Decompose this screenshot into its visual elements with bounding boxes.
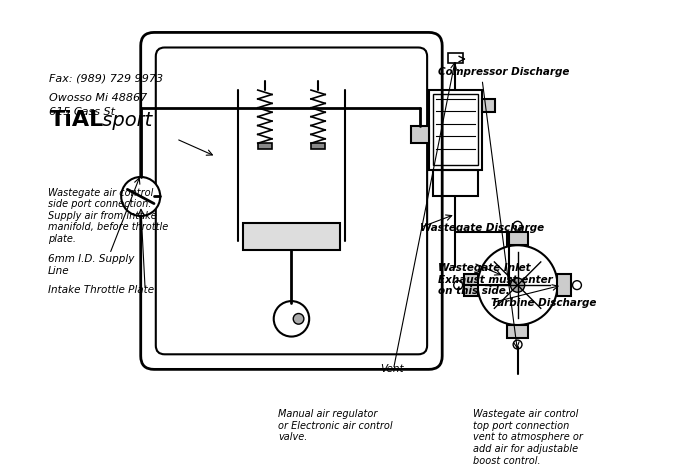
Text: Wastegate Inlet
Exhaust must enter
on this side.: Wastegate Inlet Exhaust must enter on th… <box>438 263 553 296</box>
Text: sport: sport <box>96 111 153 130</box>
Text: Compressor Discharge: Compressor Discharge <box>438 67 569 77</box>
Bar <box>434 95 477 165</box>
Text: Fax: (989) 729 9973: Fax: (989) 729 9973 <box>49 74 163 84</box>
Text: Wastegate air control
side port connection.
Supply air from intake
manifold, bef: Wastegate air control side port connecti… <box>48 188 168 244</box>
Text: TiAL: TiAL <box>49 110 104 130</box>
Bar <box>429 90 482 170</box>
Bar <box>434 170 477 197</box>
Circle shape <box>121 177 160 216</box>
Text: Intake Throttle Plate: Intake Throttle Plate <box>48 285 154 295</box>
Text: 6mm I.D. Supply
Line: 6mm I.D. Supply Line <box>48 254 134 276</box>
Bar <box>311 143 325 148</box>
Circle shape <box>274 301 309 336</box>
Text: Wastegate air control
top port connection
vent to atmosphere or
add air for adju: Wastegate air control top port connectio… <box>473 410 583 466</box>
Bar <box>464 275 477 296</box>
Bar <box>258 143 272 148</box>
FancyBboxPatch shape <box>141 32 442 369</box>
Bar <box>507 232 528 245</box>
Bar <box>482 99 495 112</box>
Bar <box>507 325 528 338</box>
Bar <box>411 125 429 143</box>
Circle shape <box>510 278 525 292</box>
Circle shape <box>453 281 462 290</box>
Text: Vent: Vent <box>380 365 404 374</box>
FancyBboxPatch shape <box>156 47 427 354</box>
Circle shape <box>573 281 581 290</box>
Text: Owosso Mi 48867: Owosso Mi 48867 <box>49 93 148 103</box>
Circle shape <box>513 221 522 230</box>
Text: 615 Cass St: 615 Cass St <box>49 107 116 117</box>
Bar <box>557 275 570 296</box>
Bar <box>449 53 462 64</box>
Circle shape <box>477 245 557 325</box>
FancyBboxPatch shape <box>243 223 340 249</box>
Circle shape <box>293 314 304 324</box>
Circle shape <box>513 340 522 349</box>
Text: Turbine Discharge: Turbine Discharge <box>491 298 596 308</box>
Text: Wastegate Discharge: Wastegate Discharge <box>420 222 544 233</box>
Text: Manual air regulator
or Electronic air control
valve.: Manual air regulator or Electronic air c… <box>278 410 393 442</box>
